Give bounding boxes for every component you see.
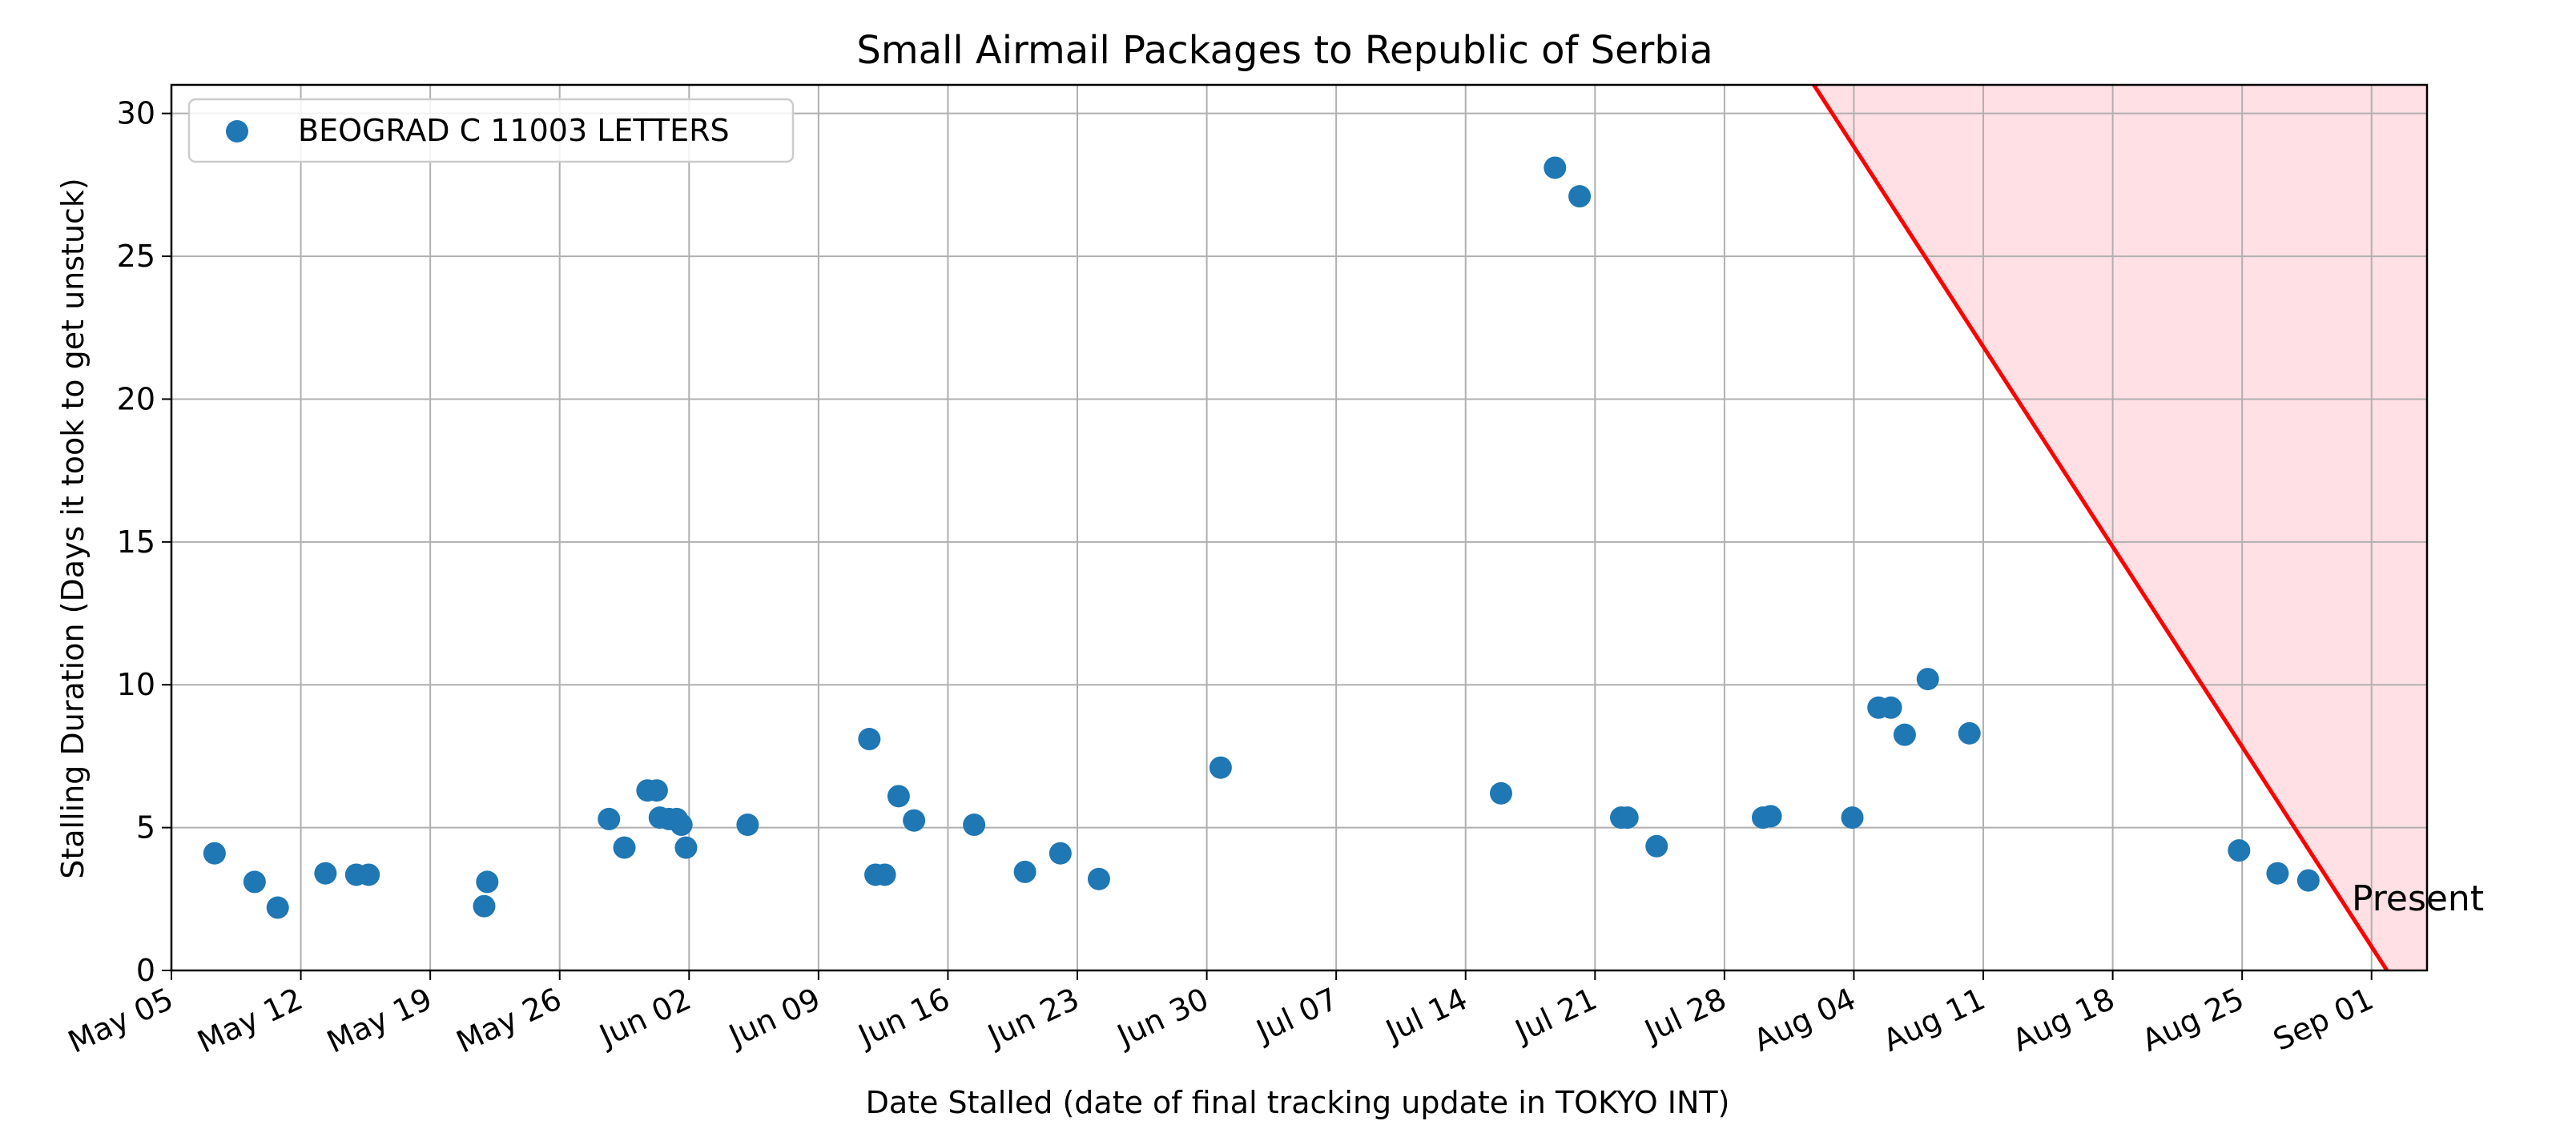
scatter-point: [613, 836, 636, 859]
legend-label: BEOGRAD C 11003 LETTERS: [298, 113, 730, 148]
scatter-point: [2296, 869, 2320, 892]
y-tick-label: 30: [117, 96, 155, 131]
scatter-point: [1489, 781, 1512, 805]
scatter-points: [203, 156, 2320, 919]
scatter-point: [1916, 668, 1939, 691]
y-tick-label: 5: [136, 810, 155, 846]
scatter-point: [243, 870, 266, 894]
y-tick-label: 10: [117, 667, 155, 702]
scatter-point: [2228, 839, 2251, 862]
legend-box: [187, 98, 795, 163]
scatter-point: [266, 896, 289, 919]
scatter-point: [887, 785, 910, 808]
plot-frame: [170, 83, 2429, 972]
scatter-point: [598, 807, 621, 830]
scatter-point: [873, 863, 896, 886]
present-label: Present: [2352, 878, 2484, 919]
legend-marker: [226, 120, 248, 143]
scatter-point: [645, 779, 668, 802]
scatter-point: [1879, 696, 1902, 719]
present-line-layer: [1812, 85, 2389, 970]
scatter-point: [1049, 842, 1072, 865]
scatter-point: [203, 842, 226, 865]
scatter-point: [1958, 721, 1981, 745]
y-axis-label: Stalling Duration (Days it took to get u…: [55, 178, 91, 879]
scatter-point: [1087, 867, 1110, 890]
scatter-point: [963, 814, 986, 837]
y-tick-label: 15: [117, 524, 155, 560]
scatter-point: [1759, 805, 1782, 828]
scatter-point: [903, 809, 926, 832]
scatter-point: [1841, 806, 1864, 830]
scatter-point: [1209, 756, 1232, 779]
y-tick-label: 0: [136, 953, 155, 988]
present-shade: [1813, 85, 2427, 970]
scatter-point: [1568, 185, 1592, 208]
scatter-point: [674, 836, 698, 859]
scatter-point: [1893, 723, 1916, 746]
scatter-point: [357, 863, 380, 886]
scatter-point: [473, 894, 496, 918]
scatter-point: [1013, 860, 1036, 883]
scatter-point: [1616, 806, 1639, 830]
chart-title: Small Airmail Packages to Republic of Se…: [856, 28, 1713, 73]
scatter-point: [1645, 834, 1668, 858]
scatter-point: [670, 814, 693, 837]
scatter-point: [1544, 156, 1567, 179]
y-tick-label: 20: [117, 381, 155, 416]
x-axis-label: Date Stalled (date of final tracking upd…: [866, 1085, 1730, 1120]
present-line: [1812, 85, 2389, 970]
scatter-point: [858, 728, 881, 751]
present-shaded-region: [1813, 85, 2427, 970]
scatter-point: [736, 814, 759, 837]
scatter-point: [476, 870, 499, 894]
scatter-point: [2266, 862, 2289, 885]
y-axis-ticks: 0 5 10 15 20 25 30: [117, 96, 171, 988]
scatter-point: [314, 862, 337, 885]
legend: BEOGRAD C 11003 LETTERS: [187, 98, 795, 163]
y-tick-label: 25: [117, 239, 155, 274]
